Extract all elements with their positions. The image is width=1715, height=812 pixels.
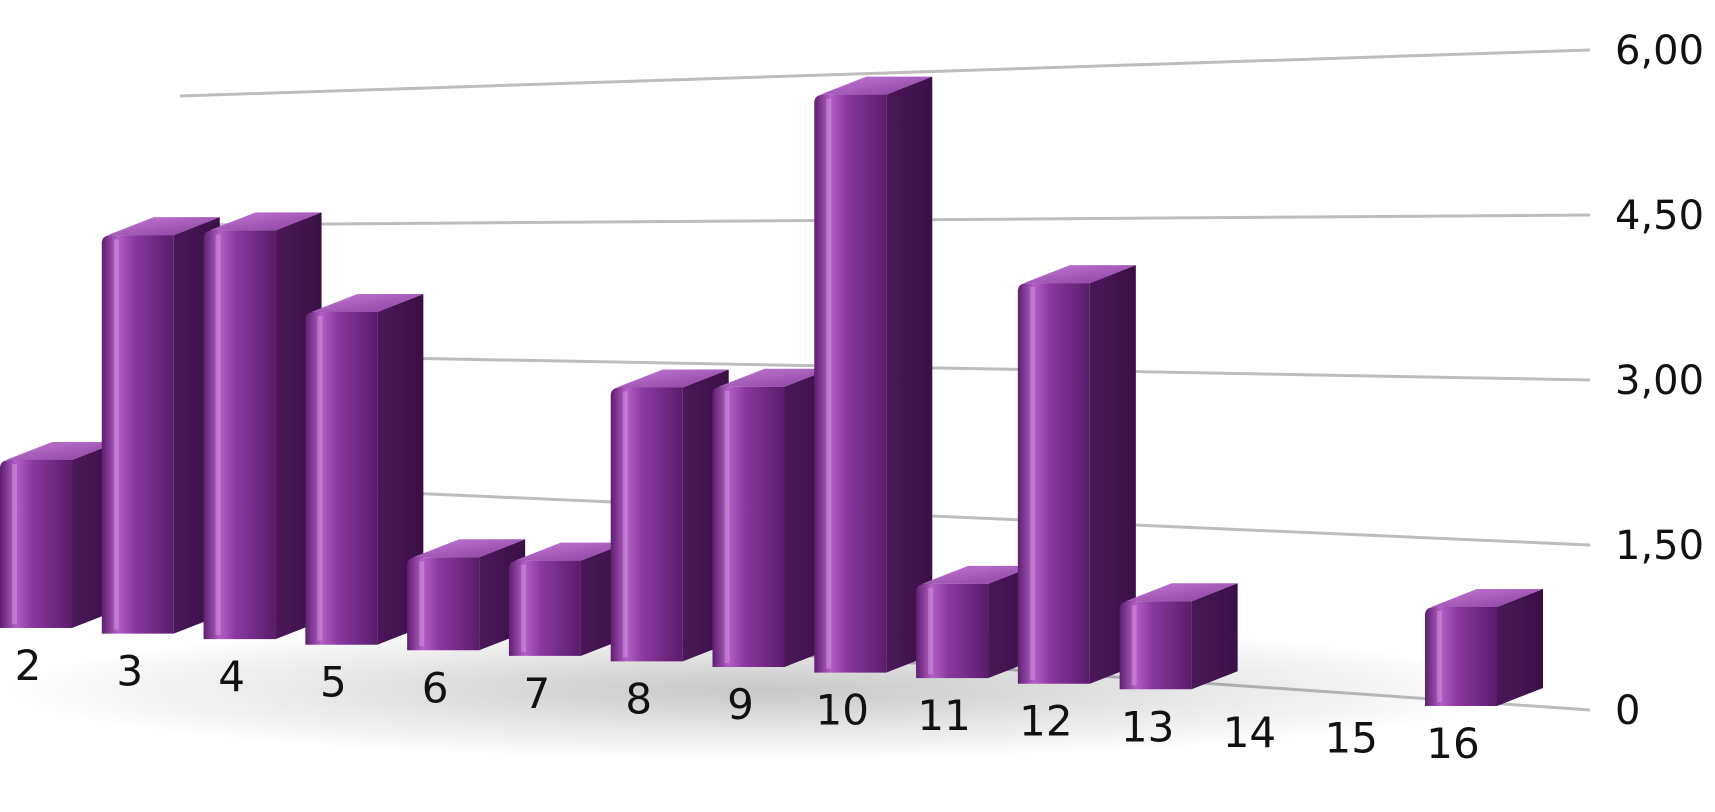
bar-5: [305, 293, 424, 645]
x-tick-label: 8: [625, 674, 652, 723]
bar-11: [916, 565, 1035, 679]
bar-6: [407, 539, 526, 651]
x-tick-label: 4: [218, 652, 245, 701]
x-tick-label: 10: [816, 686, 869, 735]
bar-13: [1119, 583, 1238, 690]
bar-10: [814, 76, 933, 673]
bar-2: [0, 442, 118, 628]
x-tick-label: 9: [727, 680, 754, 729]
x-tick-label: 6: [422, 663, 449, 712]
bar-4: [203, 212, 322, 640]
gridline: [179, 48, 1591, 98]
bar-12: [1017, 265, 1136, 684]
y-tick-label: 0: [1615, 688, 1640, 734]
y-tick-label: 4,50: [1615, 193, 1704, 239]
y-axis-tick-labels: 0 1,50 3,00 4,50 6,00: [1615, 28, 1704, 734]
bars: [0, 76, 1543, 706]
x-tick-label: 16: [1426, 719, 1479, 768]
x-tick-label: 12: [1019, 697, 1072, 746]
x-tick-label: 5: [320, 658, 347, 707]
x-tick-label: 13: [1121, 702, 1174, 751]
bar-8: [610, 369, 729, 662]
x-tick-label: 11: [917, 691, 970, 740]
bar-9: [712, 368, 831, 667]
x-tick-label: 3: [116, 647, 143, 696]
y-tick-label: 3,00: [1615, 358, 1704, 404]
bar-16: [1425, 589, 1543, 706]
y-tick-label: 1,50: [1615, 523, 1704, 569]
x-axis-category-labels: 2 3 4 5 6 7 8 9 10 11 12 13 14 15 16: [15, 641, 1480, 768]
x-tick-label: 7: [524, 669, 551, 718]
bar-7: [508, 542, 627, 656]
bar-3: [101, 217, 220, 634]
y-tick-label: 6,00: [1615, 28, 1704, 74]
x-tick-label: 15: [1324, 713, 1377, 762]
x-tick-label: 14: [1223, 708, 1276, 757]
x-tick-label: 2: [15, 641, 42, 690]
